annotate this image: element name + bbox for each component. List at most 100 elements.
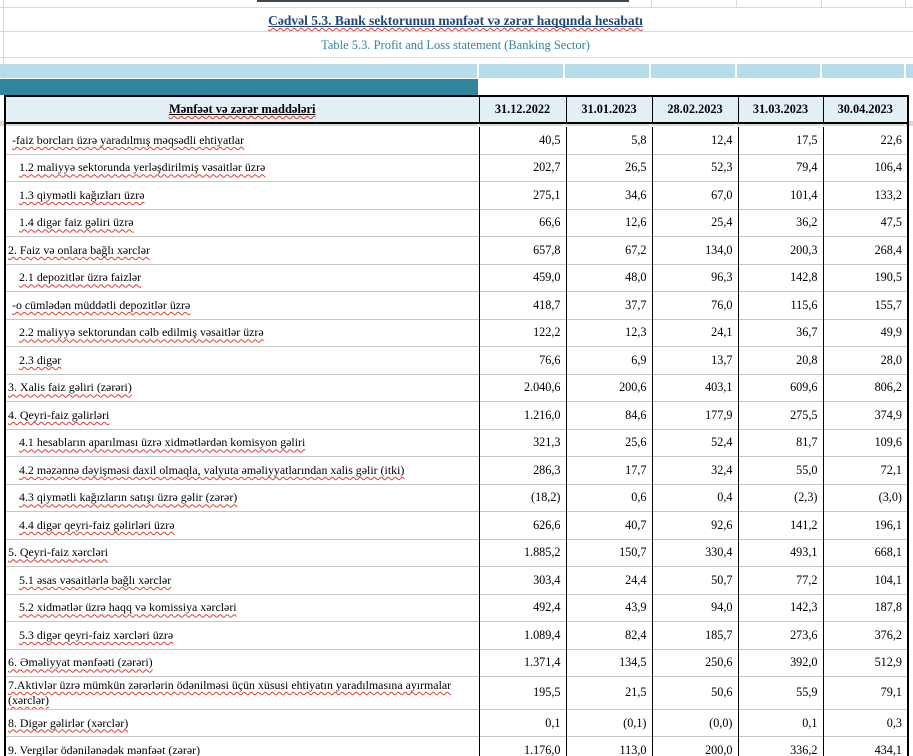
value-cell: 47,5 [822,208,908,237]
value-cell: 24,4 [565,566,652,594]
row-label: -faiz borcları üzrə yaradılmış məqsədli … [5,127,480,154]
teal-band [0,79,478,95]
value-cell: 76,6 [478,346,566,374]
table-row: 2.1 depozitlər üzrə faizlər 459,0 48,0 96,3… [5,263,908,292]
value-cell: 21,5 [565,676,652,710]
row-label: 4.1 hesabların aparılması üzrə xidmətlər… [5,428,480,457]
row-label: 5.1 əsas vəsaitlərlə bağlı xərclər [5,566,480,594]
value-cell: (0,1) [565,708,652,737]
strip-gridline-gap [735,121,737,126]
band-gridline-gap [563,64,565,78]
strip-gridline-gap [649,121,651,126]
value-cell: 5,8 [565,127,652,154]
cut-off-text-remnant [257,0,629,2]
value-cell: 1.371,4 [478,648,566,677]
value-cell: 0,1 [478,708,566,737]
row-label-text: 6. Əməliyyat mənfəəti (zərəri) [8,655,153,670]
table-row: 6. Əməliyyat mənfəəti (zərəri) 1.371,4 134… [5,648,908,677]
value-cell: 1.885,2 [478,538,566,567]
table-row: 4.3 qiymətli kağızların satışı üzrə gəli… [5,483,908,512]
row-label-text: 4.1 hesabların aparılması üzrə xidmətlər… [19,435,306,450]
value-cell: 195,5 [478,676,566,710]
row-label: 1.2 maliyyə sektorunda yerləşdirilmiş və… [5,153,480,182]
value-cell: 82,4 [565,621,652,649]
value-cell: 104,1 [822,566,908,594]
value-cell: 492,4 [478,593,566,622]
table-body: -faiz borcları üzrə yaradılmış məqsədli … [5,123,908,756]
table-row: 4.2 məzənnə dəyişməsi daxil olmaqla, val… [5,456,908,484]
table-row: -o cümlədən müddətli depozitlər üzrə 418,… [5,291,908,319]
band-gridline-gap [820,64,822,78]
value-cell: 286,3 [478,456,566,484]
table-row: 1.2 maliyyə sektorunda yerləşdirilmiş və… [5,153,908,182]
value-cell: 6,9 [565,346,652,374]
row-label: 1.4 digər faiz gəliri üzrə [5,208,480,237]
value-cell: 48,0 [565,263,652,292]
table-row: 4. Qeyri-faiz gəlirləri 1.216,0 84,6 177,9 2… [5,401,908,429]
row-label: 8. Digər gəlirlər (xərclər) [5,708,480,737]
value-cell: 76,0 [651,291,738,319]
value-cell: 512,9 [822,648,908,677]
value-cell: 1.216,0 [478,401,566,429]
gridline [0,7,913,8]
value-cell: 0,4 [651,483,738,512]
value-cell: 109,6 [822,428,908,457]
strip-gridline-gap [477,121,479,126]
value-cell: 806,2 [822,373,908,402]
value-cell: 185,7 [651,621,738,649]
value-cell: 36,7 [737,318,823,347]
value-cell: 1.176,0 [478,736,566,756]
row-label: 1.3 qiymətli kağızları üzrə [5,181,480,209]
value-cell: 79,4 [737,153,823,182]
value-cell: 196,1 [822,511,908,539]
row-label: 4. Qeyri-faiz gəlirləri [5,401,480,429]
row-label: 2.1 depozitlər üzrə faizlər [5,263,480,292]
row-label: 9. Vergilər ödənilənədək mənfəət (zərər) [5,736,480,756]
row-label-text: 4.4 digər qeyri-faiz gəlirləri üzrə [19,517,175,532]
value-cell: 12,6 [565,208,652,237]
table-row: 1.4 digər faiz gəliri üzrə 66,6 12,6 25,4 36… [5,208,908,237]
table-row: 4.4 digər qeyri-faiz gəlirləri üzrə 626,6… [5,511,908,539]
items-column-header-text: Mənfəət və zərər maddələri [168,102,316,116]
value-cell: 376,2 [822,621,908,649]
table-row: 5.2 xidmətlər üzrə haqq və komissiya xər… [5,593,908,622]
row-label-text: 4.2 məzənnə dəyişməsi daxil olmaqla, val… [19,462,405,477]
value-cell: 81,7 [737,428,823,457]
value-cell: 50,6 [651,676,738,710]
gridline [905,0,906,7]
row-label-text: 8. Digər gəlirlər (xərclər) [8,715,129,730]
value-cell: 374,9 [822,401,908,429]
value-cell: 321,3 [478,428,566,457]
table-row: 2. Faiz və onlara bağlı xərclər 657,8 67,2… [5,236,908,264]
value-cell: 20,8 [737,346,823,374]
value-cell: 403,1 [651,373,738,402]
value-cell: 609,6 [737,373,823,402]
row-label: 2.2 maliyyə sektorundan cəlb edilmiş vəs… [5,318,480,347]
value-cell: 72,1 [822,456,908,484]
value-cell: 1.089,4 [478,621,566,649]
gridline [821,0,822,7]
value-cell: 24,1 [651,318,738,347]
date-column-header: 30.04.2023 [822,96,908,124]
items-column-header: Mənfəət və zərər maddələri [5,96,480,124]
value-cell: 25,4 [651,208,738,237]
table-row: 2.2 maliyyə sektorundan cəlb edilmiş vəs… [5,318,908,347]
band-gridline-gap [649,64,651,78]
value-cell: 275,1 [478,181,566,209]
date-column-header: 28.02.2023 [651,96,738,124]
value-cell: 55,9 [737,676,823,710]
row-label-text: 5. Qeyri-faiz xərcləri [8,545,109,560]
value-cell: 626,6 [478,511,566,539]
value-cell: 106,4 [822,153,908,182]
row-label-text: 1.3 qiymətli kağızları üzrə [19,187,145,202]
row-label: 6. Əməliyyat mənfəəti (zərəri) [5,648,480,677]
value-cell: 336,2 [737,736,823,756]
value-cell: 36,2 [737,208,823,237]
value-cell: 101,4 [737,181,823,209]
row-label: 4.2 məzənnə dəyişməsi daxil olmaqla, val… [5,456,480,484]
value-cell: (0,0) [651,708,738,737]
value-cell: 134,5 [565,648,652,677]
row-label: 2. Faiz və onlara bağlı xərclər [5,236,480,264]
value-cell: 17,5 [737,127,823,154]
